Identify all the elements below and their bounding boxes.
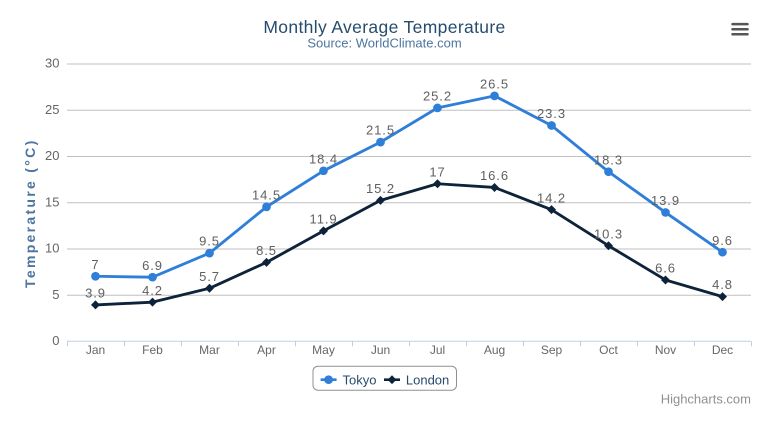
svg-text:Aug: Aug — [484, 343, 505, 357]
svg-text:25.2: 25.2 — [423, 89, 452, 104]
svg-text:17: 17 — [429, 164, 445, 179]
svg-text:14.2: 14.2 — [537, 190, 566, 205]
svg-text:3.9: 3.9 — [85, 286, 106, 301]
svg-text:8.5: 8.5 — [256, 243, 277, 258]
svg-text:Tokyo: Tokyo — [343, 372, 377, 387]
svg-text:Mar: Mar — [199, 343, 220, 357]
svg-text:Jun: Jun — [371, 343, 390, 357]
svg-text:6.9: 6.9 — [142, 258, 163, 273]
svg-text:London: London — [406, 372, 449, 387]
svg-text:Temperature (°C): Temperature (°C) — [22, 138, 38, 288]
svg-text:25: 25 — [45, 102, 59, 117]
svg-text:9.5: 9.5 — [199, 234, 220, 249]
svg-text:23.3: 23.3 — [537, 106, 566, 121]
svg-text:11.9: 11.9 — [310, 212, 338, 227]
svg-text:13.9: 13.9 — [651, 193, 680, 208]
svg-text:4.2: 4.2 — [142, 283, 163, 298]
svg-text:Jan: Jan — [86, 343, 105, 357]
svg-text:0: 0 — [52, 333, 59, 348]
svg-text:Apr: Apr — [257, 343, 276, 357]
svg-text:Jul: Jul — [430, 343, 445, 357]
svg-text:10: 10 — [45, 241, 59, 256]
svg-text:Source: WorldClimate.com: Source: WorldClimate.com — [307, 36, 461, 51]
svg-text:5: 5 — [52, 287, 59, 302]
svg-text:14.5: 14.5 — [252, 187, 281, 202]
svg-text:May: May — [312, 343, 335, 357]
svg-text:15.2: 15.2 — [366, 181, 395, 196]
svg-text:Sep: Sep — [541, 343, 563, 357]
svg-text:16.6: 16.6 — [480, 168, 509, 183]
svg-text:20: 20 — [45, 148, 59, 163]
svg-text:Nov: Nov — [655, 343, 676, 357]
svg-text:18.4: 18.4 — [309, 151, 338, 166]
svg-text:Dec: Dec — [712, 343, 733, 357]
svg-text:4.8: 4.8 — [712, 277, 733, 292]
svg-text:18.3: 18.3 — [594, 152, 623, 167]
svg-text:5.7: 5.7 — [199, 269, 220, 284]
svg-text:6.6: 6.6 — [655, 261, 676, 276]
svg-text:7: 7 — [91, 257, 99, 272]
svg-text:10.3: 10.3 — [594, 226, 623, 241]
svg-text:15: 15 — [45, 194, 59, 209]
svg-text:9.6: 9.6 — [712, 233, 733, 248]
svg-text:Highcharts.com: Highcharts.com — [661, 392, 751, 407]
svg-text:30: 30 — [45, 56, 59, 71]
svg-text:Oct: Oct — [599, 343, 618, 357]
svg-text:26.5: 26.5 — [480, 76, 509, 91]
svg-text:Feb: Feb — [142, 343, 163, 357]
svg-text:21.5: 21.5 — [366, 123, 395, 138]
svg-text:Monthly Average Temperature: Monthly Average Temperature — [263, 17, 505, 37]
